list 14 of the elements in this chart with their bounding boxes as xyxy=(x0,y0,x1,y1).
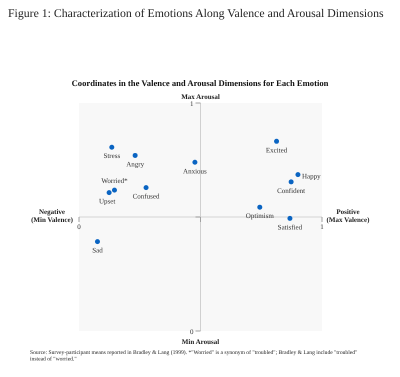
point xyxy=(132,152,138,158)
chart-subtitle: Coordinates in the Valence and Arousal Dimensions for Each Emotion xyxy=(72,78,329,88)
point xyxy=(274,138,280,144)
point xyxy=(94,239,100,244)
point xyxy=(288,179,294,184)
point xyxy=(106,190,112,196)
point xyxy=(295,172,300,178)
point xyxy=(287,216,292,221)
chart-title: Figure 1: Characterization of Emotions Along Valence and Arousal Dimensions xyxy=(8,6,384,20)
point xyxy=(144,185,149,190)
point xyxy=(112,188,117,193)
point xyxy=(192,160,198,165)
point xyxy=(257,204,262,210)
point xyxy=(109,144,114,150)
